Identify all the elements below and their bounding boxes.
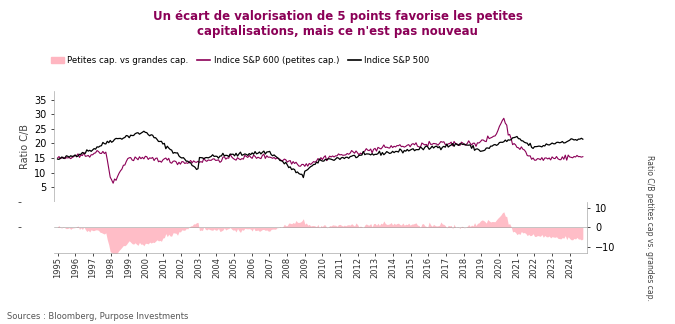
Text: Sources : Bloomberg, Purpose Investments: Sources : Bloomberg, Purpose Investments — [7, 312, 188, 321]
Text: Ratio C/B petites cap vs. grandes cap.: Ratio C/B petites cap vs. grandes cap. — [645, 156, 653, 301]
Text: Un écart de valorisation de 5 points favorise les petites
capitalisations, mais : Un écart de valorisation de 5 points fav… — [153, 10, 522, 38]
Legend: Petites cap. vs grandes cap., Indice S&P 600 (petites cap.), Indice S&P 500: Petites cap. vs grandes cap., Indice S&P… — [48, 53, 433, 69]
Y-axis label: Ratio C/B: Ratio C/B — [20, 124, 30, 169]
Text: -: - — [18, 222, 22, 232]
Text: -: - — [18, 197, 22, 207]
